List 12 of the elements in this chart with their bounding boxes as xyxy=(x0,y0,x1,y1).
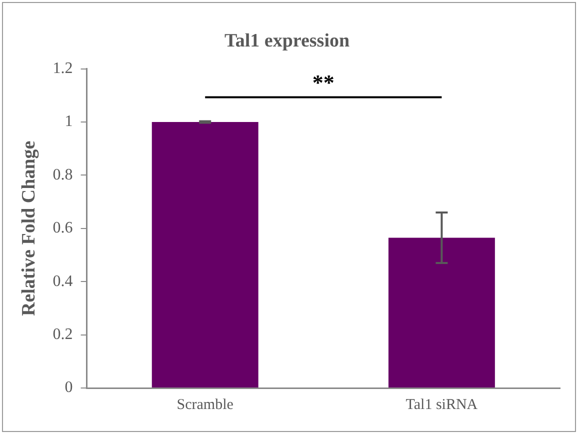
y-tick-label: 0 xyxy=(64,379,73,396)
x-tick-label: Tal1 siRNA xyxy=(406,396,478,413)
y-tick-label: 0.6 xyxy=(52,220,73,237)
chart-title: Tal1 expression xyxy=(224,30,350,52)
y-tick-label: 1.2 xyxy=(52,60,73,78)
annotation: ** xyxy=(312,70,334,95)
y-tick-label: 0.2 xyxy=(52,326,73,344)
y-axis-title: Relative Fold Change xyxy=(18,140,40,316)
y-tick-label: 0.8 xyxy=(52,166,73,184)
y-tick-label: 1 xyxy=(64,113,73,130)
y-tick-label: 0.4 xyxy=(52,272,73,290)
x-tick-label: Scramble xyxy=(176,396,234,413)
